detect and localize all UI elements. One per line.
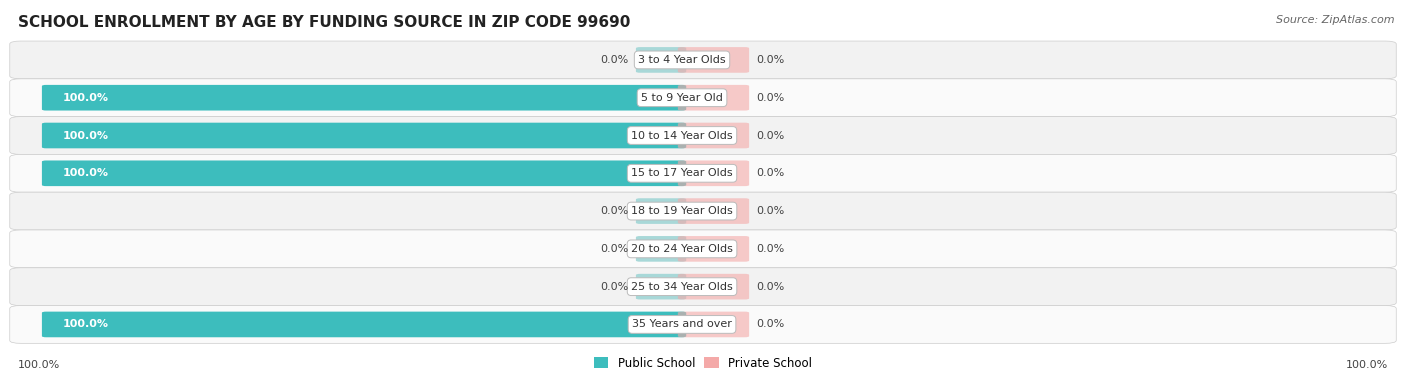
Text: 10 to 14 Year Olds: 10 to 14 Year Olds (631, 130, 733, 141)
Text: 100.0%: 100.0% (18, 360, 60, 371)
FancyBboxPatch shape (10, 155, 1396, 192)
FancyBboxPatch shape (678, 274, 749, 299)
Text: 0.0%: 0.0% (600, 282, 628, 292)
FancyBboxPatch shape (42, 161, 686, 186)
FancyBboxPatch shape (678, 85, 749, 110)
Text: 18 to 19 Year Olds: 18 to 19 Year Olds (631, 206, 733, 216)
FancyBboxPatch shape (10, 192, 1396, 230)
Text: 100.0%: 100.0% (1346, 360, 1388, 371)
Text: 100.0%: 100.0% (63, 130, 108, 141)
Text: 0.0%: 0.0% (756, 55, 785, 65)
FancyBboxPatch shape (42, 312, 686, 337)
FancyBboxPatch shape (678, 198, 749, 224)
FancyBboxPatch shape (636, 274, 686, 299)
FancyBboxPatch shape (10, 305, 1396, 343)
Text: 5 to 9 Year Old: 5 to 9 Year Old (641, 93, 723, 103)
FancyBboxPatch shape (42, 85, 686, 110)
Text: 0.0%: 0.0% (756, 93, 785, 103)
FancyBboxPatch shape (10, 230, 1396, 268)
Text: 20 to 24 Year Olds: 20 to 24 Year Olds (631, 244, 733, 254)
Text: 0.0%: 0.0% (756, 282, 785, 292)
Text: 0.0%: 0.0% (756, 168, 785, 178)
Text: 3 to 4 Year Olds: 3 to 4 Year Olds (638, 55, 725, 65)
Text: 0.0%: 0.0% (756, 130, 785, 141)
FancyBboxPatch shape (10, 116, 1396, 155)
Text: 100.0%: 100.0% (63, 168, 108, 178)
Text: SCHOOL ENROLLMENT BY AGE BY FUNDING SOURCE IN ZIP CODE 99690: SCHOOL ENROLLMENT BY AGE BY FUNDING SOUR… (18, 15, 630, 30)
FancyBboxPatch shape (10, 41, 1396, 79)
FancyBboxPatch shape (678, 312, 749, 337)
Text: 0.0%: 0.0% (756, 206, 785, 216)
FancyBboxPatch shape (42, 123, 686, 148)
FancyBboxPatch shape (636, 236, 686, 262)
Text: 0.0%: 0.0% (600, 206, 628, 216)
Text: 0.0%: 0.0% (756, 319, 785, 329)
FancyBboxPatch shape (678, 47, 749, 73)
Text: 35 Years and over: 35 Years and over (633, 319, 733, 329)
FancyBboxPatch shape (636, 198, 686, 224)
FancyBboxPatch shape (678, 123, 749, 148)
Legend: Public School, Private School: Public School, Private School (589, 352, 817, 374)
Text: 0.0%: 0.0% (756, 244, 785, 254)
FancyBboxPatch shape (678, 236, 749, 262)
Text: 15 to 17 Year Olds: 15 to 17 Year Olds (631, 168, 733, 178)
Text: 0.0%: 0.0% (600, 244, 628, 254)
FancyBboxPatch shape (10, 79, 1396, 116)
Text: 100.0%: 100.0% (63, 319, 108, 329)
Text: 0.0%: 0.0% (600, 55, 628, 65)
Text: Source: ZipAtlas.com: Source: ZipAtlas.com (1277, 15, 1395, 25)
FancyBboxPatch shape (636, 47, 686, 73)
Text: 100.0%: 100.0% (63, 93, 108, 103)
Text: 25 to 34 Year Olds: 25 to 34 Year Olds (631, 282, 733, 292)
FancyBboxPatch shape (678, 161, 749, 186)
FancyBboxPatch shape (10, 268, 1396, 305)
